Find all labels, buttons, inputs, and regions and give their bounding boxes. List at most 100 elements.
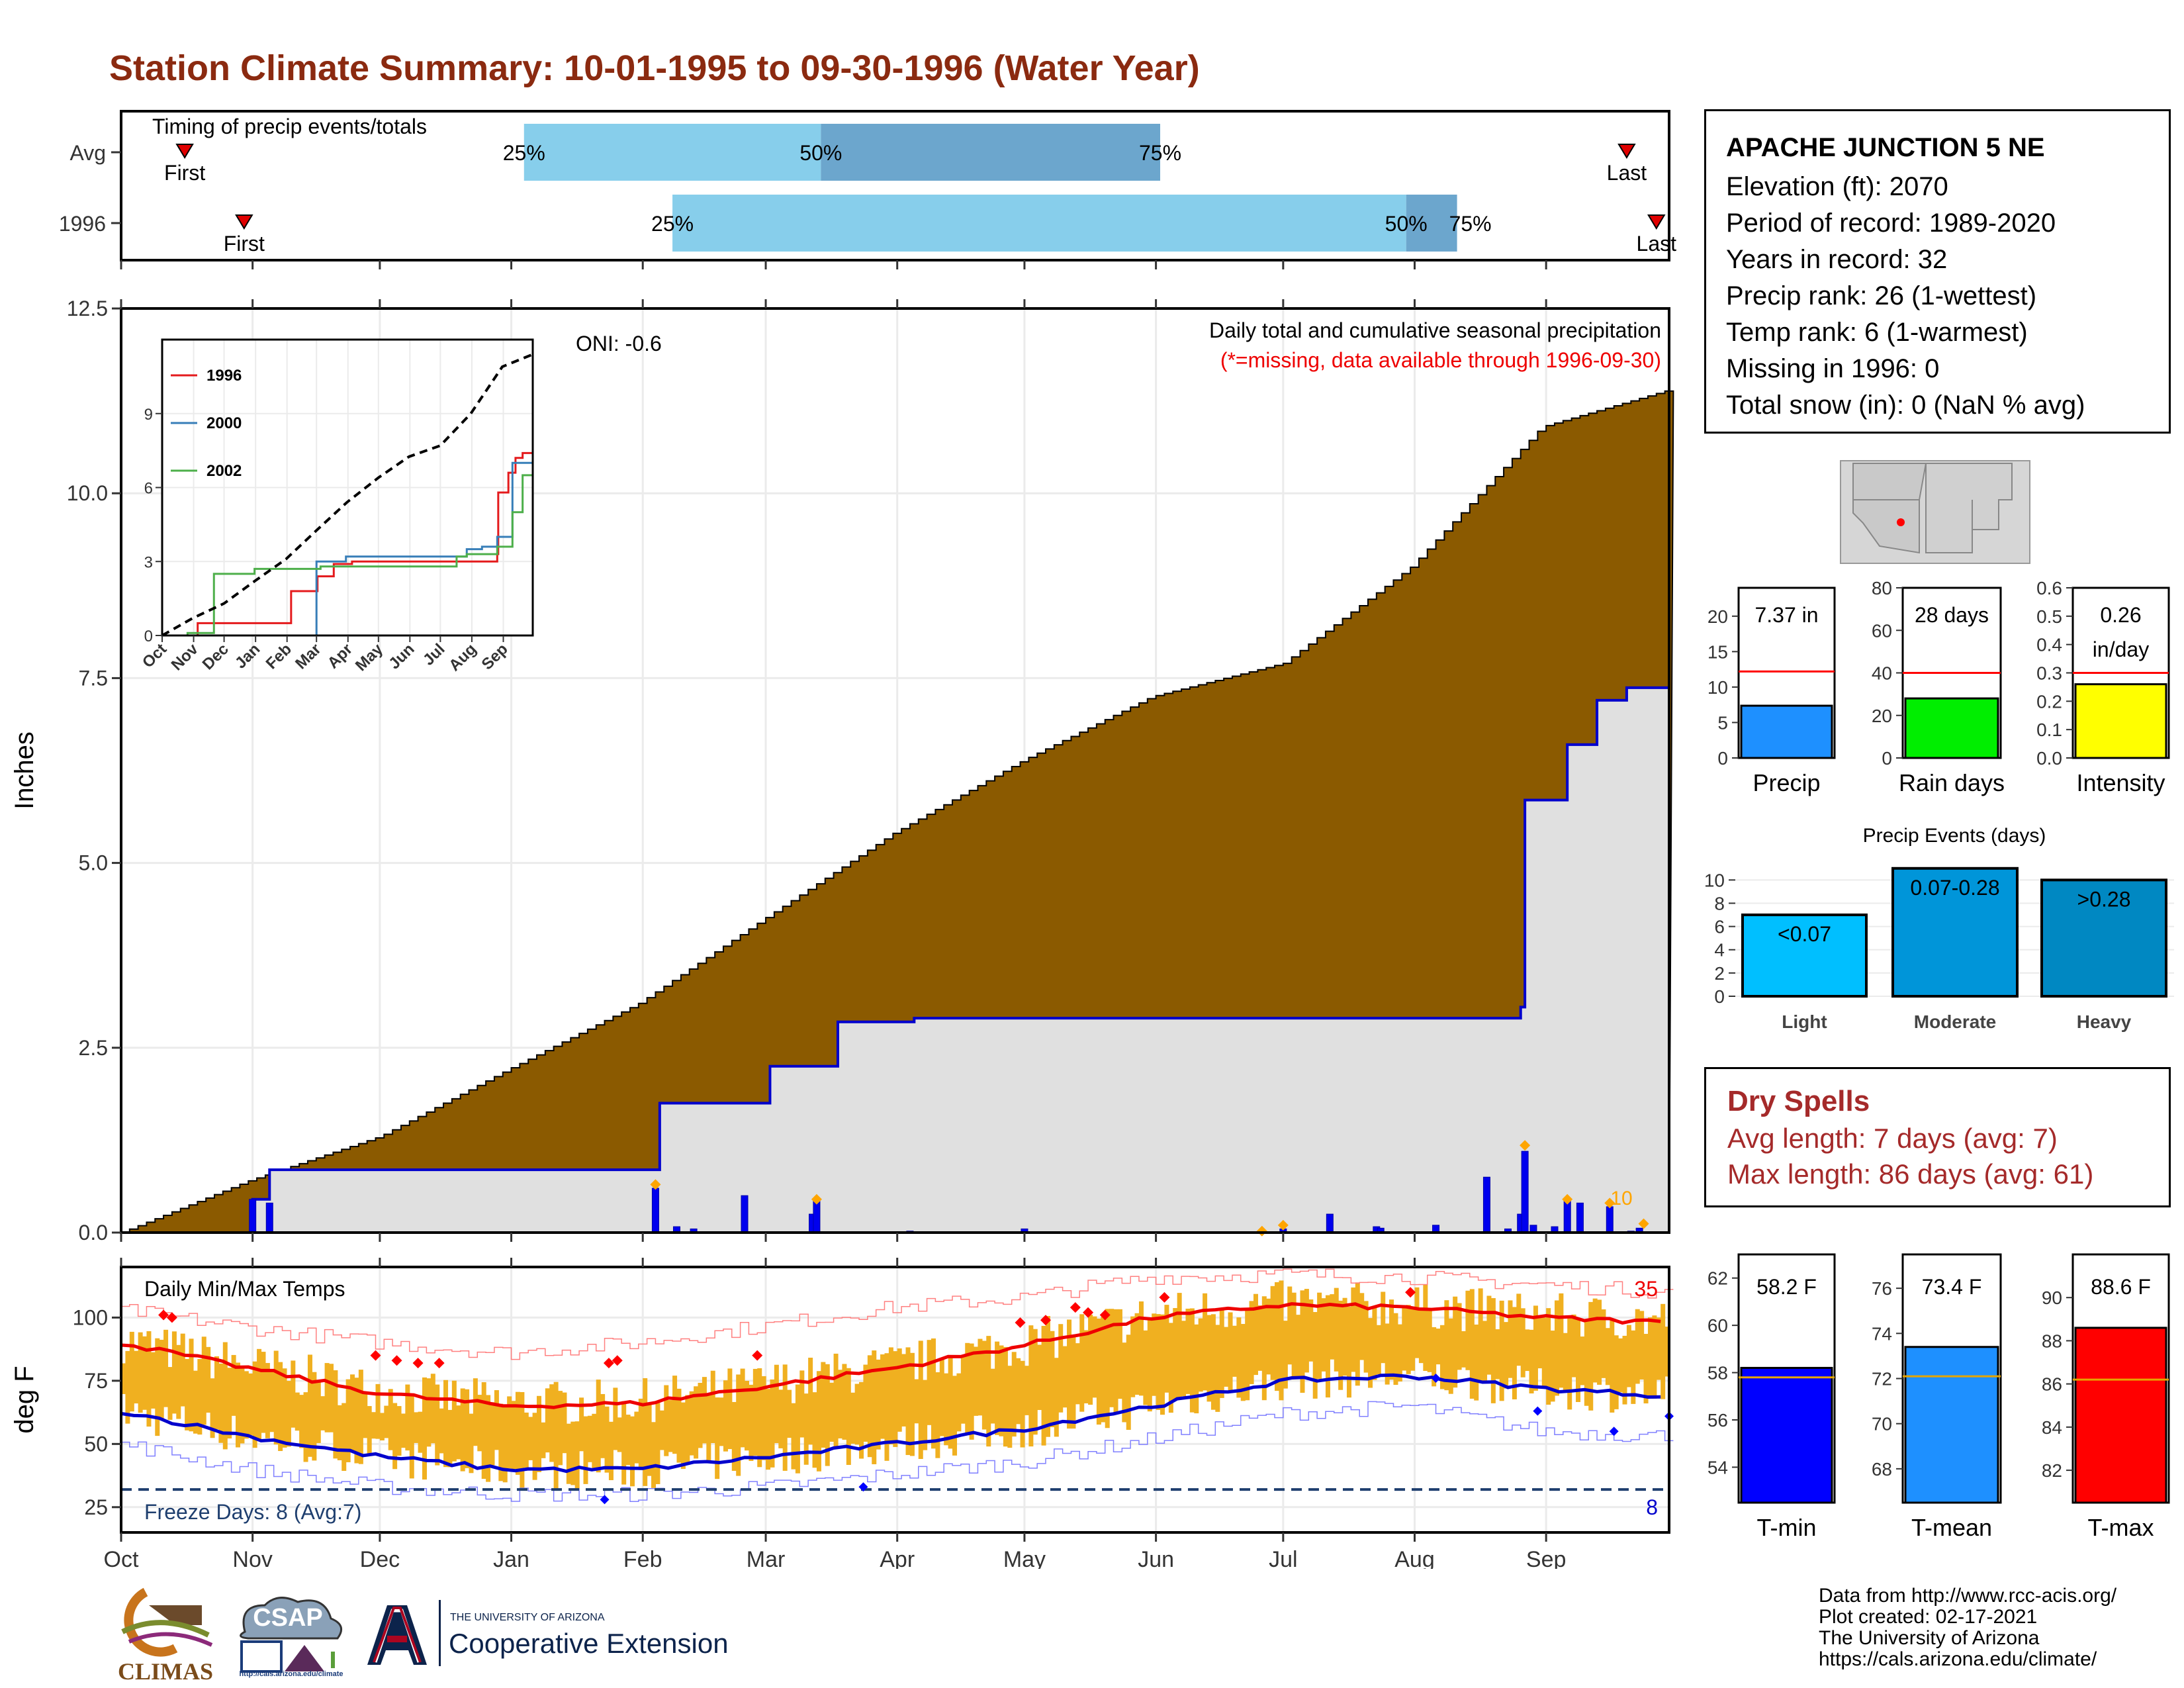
daily-temp-bar	[282, 1368, 287, 1448]
daily-temp-bar	[1245, 1309, 1250, 1401]
daily-temp-bar	[761, 1376, 766, 1460]
daily-temp-bar	[1381, 1291, 1386, 1364]
temp-month-label-9: Jul	[1269, 1547, 1297, 1569]
ua-logo-small-text: THE UNIVERSITY OF ARIZONA	[450, 1612, 605, 1623]
csap-logo: CSAP http://cals.arizona.edu/climate	[232, 1592, 351, 1685]
daily-temp-bar	[1219, 1309, 1224, 1398]
daily-temp-bar	[435, 1384, 440, 1466]
daily-temp-bar	[863, 1364, 868, 1442]
csap-logo-text: CSAP	[253, 1604, 323, 1632]
inset-month-label-11: Sep	[478, 640, 512, 673]
daily-temp-bar	[1152, 1313, 1157, 1396]
daily-temp-bar	[600, 1393, 606, 1458]
daily-precip-marker	[650, 1179, 661, 1190]
daily-temp-bar	[1270, 1286, 1275, 1380]
daily-temp-bar	[1279, 1280, 1284, 1401]
record-low-marker	[1533, 1406, 1543, 1416]
events-bar-heavy	[2040, 878, 2167, 998]
daily-temp-bar	[1461, 1331, 1467, 1368]
daily-temp-bar	[1372, 1307, 1377, 1380]
small-panel-tick-label: 82	[2042, 1460, 2062, 1481]
small-panel-tick-label: 54	[1707, 1457, 1728, 1477]
daily-temp-bar	[1423, 1284, 1428, 1371]
daily-precip-bar	[265, 1202, 273, 1233]
inset-ytick-label-2: 6	[144, 480, 153, 498]
ua-extension-logo: THE UNIVERSITY OF ARIZONA Cooperative Ex…	[361, 1599, 745, 1671]
timing-last-marker-0	[1617, 144, 1636, 159]
station-period: Period of record: 1989-2020	[1726, 209, 2056, 238]
precip-ylabel: Inches	[10, 731, 39, 810]
precip-ytick-label-1: 2.5	[79, 1036, 108, 1060]
daily-temp-bar	[312, 1372, 317, 1461]
precip-annotation-title: Daily total and cumulative seasonal prec…	[1209, 318, 1661, 342]
daily-temp-bar	[872, 1350, 877, 1464]
daily-temp-bar	[1626, 1325, 1631, 1387]
timing-row-label-1: 1996	[59, 212, 106, 236]
daily-temp-bar	[307, 1354, 312, 1457]
daily-temp-bar	[1283, 1321, 1288, 1389]
daily-temp-bar	[537, 1395, 542, 1472]
daily-temp-bar	[1580, 1336, 1585, 1385]
daily-temp-bar	[825, 1364, 830, 1466]
daily-temp-bar	[1101, 1317, 1106, 1423]
daily-temp-bar	[816, 1371, 821, 1472]
small-panel-value-label-1: 73.4 F	[1922, 1275, 1982, 1299]
daily-temp-bar	[1321, 1298, 1326, 1372]
daily-temp-bar	[727, 1368, 733, 1450]
daily-temp-bar	[664, 1385, 669, 1456]
daily-temp-bar	[1160, 1314, 1165, 1415]
record-high-marker	[370, 1350, 381, 1361]
daily-temp-bar	[426, 1378, 432, 1447]
daily-temp-bar	[176, 1344, 181, 1419]
daily-temp-bar	[1253, 1293, 1259, 1376]
daily-temp-bar	[723, 1380, 728, 1452]
daily-temp-bar	[299, 1395, 304, 1448]
daily-temp-bar	[392, 1403, 398, 1470]
daily-temp-bar	[240, 1368, 245, 1444]
daily-temp-bar	[1584, 1319, 1589, 1406]
precip-ytick-label-0: 0.0	[79, 1221, 108, 1244]
small-panel-name-2: Intensity	[2076, 769, 2165, 796]
daily-temp-bar	[265, 1363, 270, 1438]
precip-ytick-label-3: 7.5	[79, 666, 108, 690]
daily-temp-bar	[1474, 1324, 1479, 1401]
daily-temp-bar	[320, 1396, 326, 1430]
daily-temp-bar	[592, 1413, 597, 1472]
ua-logo-big-text: Cooperative Extension	[449, 1628, 729, 1659]
small-panel-tick-label: 40	[1872, 663, 1892, 684]
avg-min-line	[120, 1373, 1661, 1474]
inset-ytick-label-3: 9	[144, 406, 153, 424]
daily-temp-bar	[460, 1388, 465, 1472]
daily-temp-bar	[1117, 1309, 1122, 1399]
daily-temp-bar	[515, 1391, 520, 1475]
daily-temp-bar	[1312, 1312, 1318, 1399]
inset-series-line-3	[161, 353, 533, 637]
daily-temp-bar	[125, 1350, 130, 1424]
daily-temp-bar	[1134, 1313, 1140, 1395]
small-panel-tick-label: 58	[1707, 1363, 1728, 1383]
inset-legend-label-1: 2000	[206, 414, 242, 432]
daily-precip-bar	[1606, 1206, 1614, 1233]
daily-temp-bar	[1601, 1309, 1606, 1378]
events-bar-label-0: <0.07	[1778, 922, 1831, 946]
daily-temp-bar	[1478, 1288, 1483, 1383]
daily-temp-bar	[1427, 1311, 1432, 1372]
small-panel-tick-label: 20	[1872, 706, 1892, 726]
timing-first-marker-1	[235, 214, 253, 230]
daily-temp-bar	[549, 1384, 555, 1462]
small-panel-tick-label: 76	[1872, 1278, 1892, 1299]
daily-temp-bar	[821, 1362, 826, 1448]
daily-temp-bar	[740, 1368, 745, 1448]
daily-temp-bar	[129, 1331, 134, 1412]
daily-temp-bar	[655, 1403, 660, 1485]
record-min-line	[121, 1401, 1674, 1503]
daily-temp-bar	[659, 1410, 664, 1450]
daily-temp-bar	[545, 1388, 550, 1453]
events-tick-label-0: 0	[1714, 986, 1725, 1007]
timing-first-label-0: First	[164, 161, 205, 185]
small-panel-name-2: T-max	[2087, 1514, 2154, 1541]
daily-temp-bar	[469, 1413, 474, 1474]
daily-temp-bar	[918, 1340, 923, 1460]
daily-precip-bar	[1576, 1202, 1584, 1233]
events-bar-label-2: >0.28	[2077, 887, 2131, 911]
